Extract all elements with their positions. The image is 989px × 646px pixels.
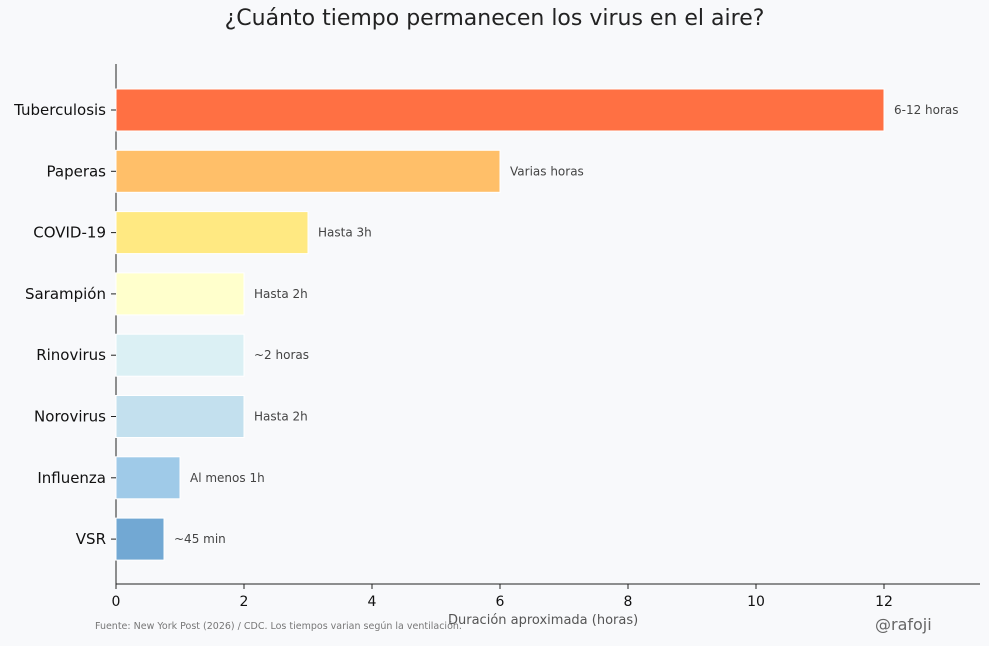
bar-data-label: Varias horas [510,164,584,178]
x-tick-label: 2 [240,594,249,610]
y-tick-label: COVID-19 [33,224,106,242]
author-handle: @rafoji [875,615,932,634]
chart-title: ¿Cuánto tiempo permanecen los virus en e… [224,6,765,31]
x-tick-label: 0 [112,594,121,610]
bar-rinovirus [115,333,245,377]
x-tick-label: 8 [624,594,633,610]
bar-tuberculosis [115,88,885,132]
bar-data-label: 6-12 horas [894,103,959,117]
x-axis-label: Duración aproximada (horas) [448,613,639,628]
y-tick-label: Norovirus [34,408,106,426]
y-tick-label: Paperas [47,162,107,180]
y-tick-label: Influenza [37,469,106,487]
bar-data-label: Al menos 1h [190,471,265,485]
bar-vsr [115,517,165,561]
x-tick-label: 6 [496,594,505,610]
bar-covid-19 [115,211,309,255]
bar-norovirus [115,395,245,438]
y-tick-label: Rinovirus [36,346,106,364]
y-tick-label: Tuberculosis [13,101,106,119]
bar-data-label: Hasta 2h [254,410,308,424]
y-tick-label: Sarampión [25,285,106,303]
bar-data-label: Hasta 3h [318,226,372,240]
bar-influenza [115,456,181,500]
bar-paperas [115,149,501,193]
bar-data-label: ~2 horas [254,348,309,362]
bar-data-label: ~45 min [174,532,226,546]
bar-sarampi-n [115,272,245,316]
x-tick-label: 10 [747,594,765,610]
bar-data-label: Hasta 2h [254,287,308,301]
source-note: Fuente: New York Post (2026) / CDC. Los … [95,621,462,632]
x-tick-label: 12 [875,594,893,610]
y-tick-label: VSR [76,530,106,548]
x-tick-label: 4 [368,594,377,610]
